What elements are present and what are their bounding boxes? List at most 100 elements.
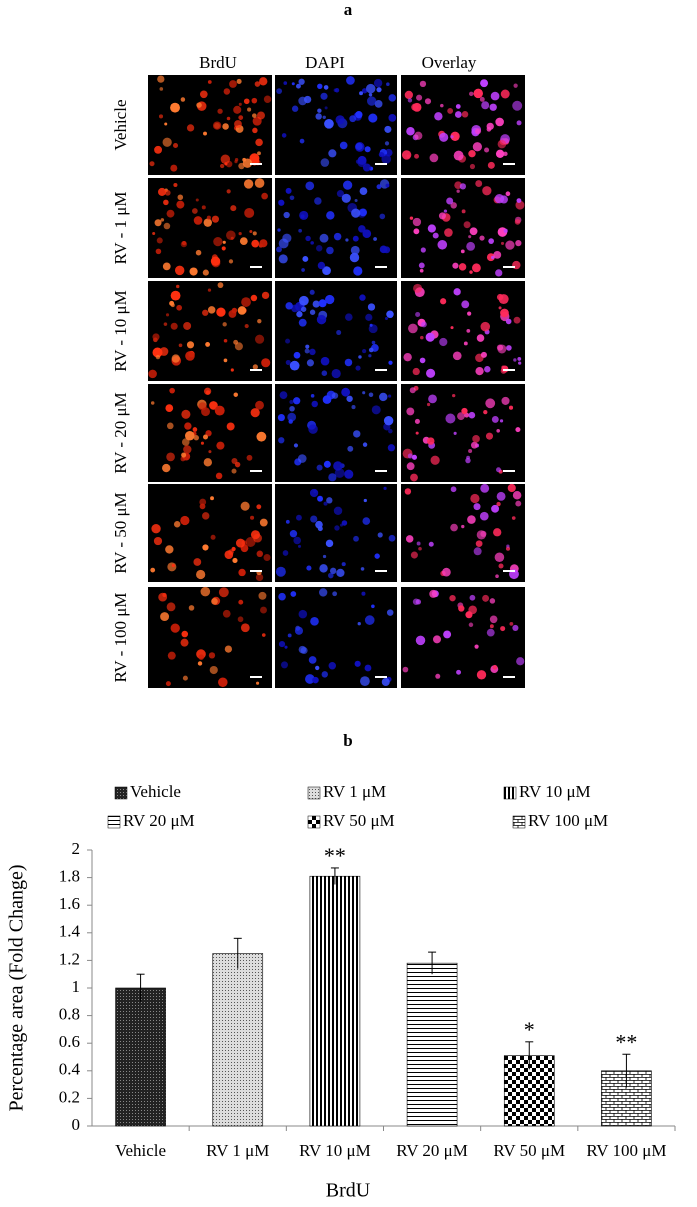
- cell: [305, 235, 311, 242]
- cell: [298, 228, 302, 233]
- micrograph: [275, 178, 397, 278]
- cell: [170, 290, 181, 301]
- cell: [474, 644, 479, 649]
- cell: [319, 564, 328, 573]
- cell: [162, 463, 171, 473]
- cell: [224, 550, 234, 559]
- cell: [167, 651, 176, 660]
- cell: [427, 224, 436, 233]
- cell: [224, 645, 233, 653]
- cell: [497, 344, 507, 354]
- cell: [406, 126, 415, 136]
- cell: [284, 645, 288, 649]
- cell: [471, 263, 481, 273]
- cell: [222, 322, 227, 327]
- cell: [482, 594, 490, 602]
- cell: [489, 598, 496, 604]
- cell: [498, 563, 504, 569]
- cell: [379, 213, 386, 220]
- cell: [469, 227, 478, 236]
- scale-bar: [375, 369, 387, 371]
- cell: [469, 594, 476, 601]
- cell: [445, 413, 456, 424]
- cell: [261, 291, 270, 300]
- cell: [353, 430, 361, 438]
- cell: [298, 544, 302, 548]
- cell: [468, 622, 474, 628]
- cell: [469, 91, 474, 97]
- cell: [252, 113, 257, 118]
- cell: [282, 233, 292, 243]
- cell: [344, 358, 353, 367]
- cell: [184, 422, 192, 430]
- cell: [300, 306, 307, 312]
- cell: [360, 567, 365, 571]
- cell: [429, 589, 438, 598]
- cell: [157, 187, 167, 196]
- cell: [287, 633, 292, 638]
- cell: [278, 254, 288, 264]
- cell: [207, 288, 212, 292]
- cell: [285, 359, 291, 366]
- cell: [243, 98, 250, 105]
- cell: [466, 329, 471, 333]
- cell: [388, 94, 396, 102]
- column-header: DAPI: [305, 53, 345, 72]
- cell: [496, 428, 500, 433]
- cell: [367, 303, 376, 311]
- cell: [234, 160, 238, 164]
- cell: [263, 95, 272, 103]
- column-header: BrdU: [199, 53, 237, 72]
- cell: [223, 88, 231, 95]
- cell: [155, 248, 162, 255]
- cell: [377, 532, 383, 538]
- micrograph: [401, 281, 525, 381]
- cell: [450, 486, 457, 493]
- row-label: RV - 1 μM: [111, 191, 130, 264]
- error-bar: [622, 1053, 631, 1088]
- cell: [171, 354, 180, 363]
- cell: [180, 638, 189, 647]
- cell: [230, 205, 237, 212]
- cell: [495, 149, 505, 158]
- cell: [465, 457, 471, 464]
- cell: [387, 444, 396, 452]
- cell: [241, 297, 251, 307]
- cell: [373, 78, 383, 88]
- y-tick-label: 0: [72, 1115, 81, 1134]
- cell: [364, 146, 371, 153]
- cell: [220, 163, 225, 169]
- cell: [450, 326, 454, 330]
- cell: [511, 516, 516, 520]
- cell: [456, 189, 460, 193]
- cell: [259, 518, 268, 527]
- x-tick-label: Vehicle: [115, 1141, 166, 1160]
- cell: [328, 149, 337, 158]
- cell: [299, 210, 309, 220]
- cell: [183, 322, 192, 330]
- cell: [480, 351, 487, 358]
- cell: [231, 468, 237, 474]
- cell: [468, 411, 476, 419]
- cell: [411, 103, 419, 111]
- cell: [459, 183, 467, 190]
- cell: [355, 111, 363, 119]
- cell: [347, 445, 354, 452]
- cell: [353, 266, 363, 276]
- cell: [437, 239, 448, 250]
- error-bar: [428, 951, 437, 975]
- cell: [189, 267, 198, 276]
- cell: [233, 392, 238, 397]
- cell: [254, 334, 265, 344]
- cell: [381, 678, 390, 687]
- cell: [420, 335, 424, 340]
- cell: [361, 88, 368, 94]
- cell: [278, 437, 285, 444]
- micrograph: [148, 281, 272, 381]
- cell: [475, 128, 482, 135]
- cell: [213, 236, 223, 247]
- cell: [166, 452, 175, 462]
- cell: [149, 161, 155, 167]
- cell: [215, 472, 223, 480]
- micrograph: [275, 587, 397, 688]
